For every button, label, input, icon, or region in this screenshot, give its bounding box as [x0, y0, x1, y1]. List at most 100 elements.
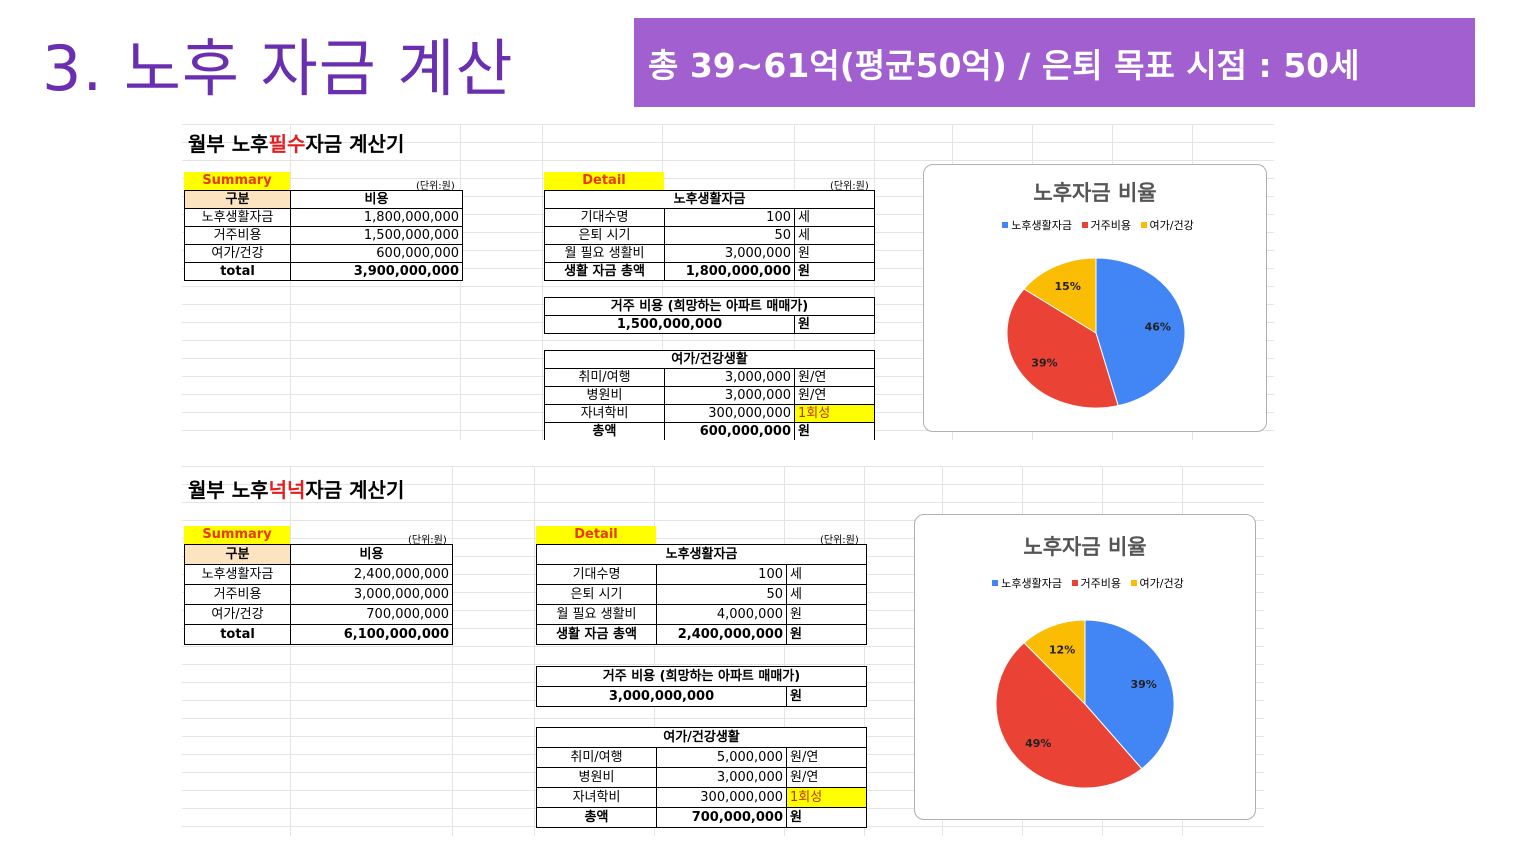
pie-slice — [1023, 619, 1086, 706]
living-cell: 생활 자금 총액 — [536, 624, 657, 645]
leisure-cell: 300,000,000 — [664, 404, 795, 423]
leisure-cell: 원/연 — [794, 368, 875, 387]
summary-label: Summary — [184, 526, 290, 544]
living-cell: 3,000,000 — [664, 244, 795, 263]
summary-cell: 거주비용 — [184, 226, 291, 245]
chart-legend: 노후생활자금 거주비용 여가/건강 — [915, 575, 1255, 591]
housing-value: 1,500,000,000 — [544, 315, 795, 334]
summary-unit: (단위:원) — [408, 535, 447, 546]
pie-slice — [1084, 619, 1175, 770]
living-cell: 4,000,000 — [656, 604, 787, 625]
living-cell: 기대수명 — [544, 208, 665, 227]
detail-unit: (단위:원) — [820, 535, 859, 546]
leisure-header: 여가/건강생활 — [544, 350, 875, 369]
living-table: 노후생활자금 기대수명 100 세 은퇴 시기 50 세 월 필요 생활비 4,000,0… — [536, 544, 867, 645]
leisure-cell: 700,000,000 — [656, 807, 787, 828]
pie-svg: 39% 49% 12% — [995, 619, 1175, 789]
living-cell: 세 — [794, 226, 875, 245]
summary-header-cost: 비용 — [290, 544, 453, 565]
spreadsheet-essential: 월부 노후필수자금 계산기 Summary (단위:원) 구분 비용 노후생활자금… — [182, 124, 1274, 440]
leisure-cell: 600,000,000 — [664, 422, 795, 440]
detail-unit: (단위:원) — [830, 181, 869, 192]
summary-cell: 거주비용 — [184, 584, 291, 605]
living-table: 노후생활자금 기대수명 100 세 은퇴 시기 50 세 월 필요 생활비 3,000,0… — [544, 190, 875, 281]
chart-title: 노후자금 비율 — [1023, 535, 1147, 559]
leisure-table: 여가/건강생활 취미/여행 5,000,000 원/연 병원비 3,000,000 원/… — [536, 727, 867, 828]
leisure-header: 여가/건강생활 — [536, 727, 867, 748]
legend-swatch — [1081, 222, 1088, 228]
sheet-title-post: 자금 계산기 — [305, 132, 405, 156]
living-header: 노후생활자금 — [536, 544, 867, 565]
housing-header: 거주 비용 (희망하는 아파트 매매가) — [536, 666, 867, 687]
leisure-cell: 1회성 — [786, 787, 867, 808]
living-cell: 생활 자금 총액 — [544, 262, 665, 281]
pie-slice — [1006, 288, 1119, 409]
leisure-cell: 3,000,000 — [664, 386, 795, 405]
living-cell: 월 필요 생활비 — [544, 244, 665, 263]
pie-data-label: 46% — [1145, 320, 1171, 333]
summary-cell: 700,000,000 — [290, 604, 453, 625]
living-header: 노후생활자금 — [544, 190, 875, 209]
sheet-title-pre: 월부 노후 — [188, 132, 269, 156]
leisure-cell: 원/연 — [794, 386, 875, 405]
pie-data-label: 39% — [1031, 357, 1057, 370]
living-cell: 원 — [786, 624, 867, 645]
summary-cell: 노후생활자금 — [184, 208, 291, 227]
leisure-cell: 1회성 — [794, 404, 875, 423]
living-cell: 세 — [786, 584, 867, 605]
living-cell: 2,400,000,000 — [656, 624, 787, 645]
living-cell: 50 — [656, 584, 787, 605]
summary-cell: 여가/건강 — [184, 244, 291, 263]
pie-data-label: 49% — [1025, 737, 1051, 750]
housing-unit: 원 — [794, 315, 875, 334]
leisure-cell: 총액 — [544, 422, 665, 440]
summary-table: 구분 비용 노후생활자금 1,800,000,000 거주비용 1,500,000,0… — [184, 190, 463, 281]
legend-item: 거주비용 — [1080, 577, 1122, 590]
sheet-title-highlight: 넉넉 — [268, 478, 306, 502]
housing-table: 거주 비용 (희망하는 아파트 매매가) 1,500,000,000 원 — [544, 297, 875, 334]
sheet-title-post: 자금 계산기 — [305, 478, 405, 502]
summary-cell: 노후생활자금 — [184, 564, 291, 585]
summary-total-label: total — [184, 262, 291, 281]
leisure-cell: 원/연 — [786, 767, 867, 788]
summary-cell: 여가/건강 — [184, 604, 291, 625]
living-cell: 원 — [786, 604, 867, 625]
living-cell: 1,800,000,000 — [664, 262, 795, 281]
summary-cell: 1,800,000,000 — [290, 208, 463, 227]
leisure-cell: 원 — [786, 807, 867, 828]
pie-data-label: 12% — [1049, 643, 1075, 656]
housing-header: 거주 비용 (희망하는 아파트 매매가) — [544, 297, 875, 316]
leisure-cell: 자녀학비 — [536, 787, 657, 808]
leisure-cell: 300,000,000 — [656, 787, 787, 808]
leisure-cell: 3,000,000 — [664, 368, 795, 387]
summary-cell: 2,400,000,000 — [290, 564, 453, 585]
summary-table: 구분 비용 노후생활자금 2,400,000,000 거주비용 3,000,000,0… — [184, 544, 453, 645]
leisure-cell: 5,000,000 — [656, 747, 787, 768]
housing-unit: 원 — [786, 686, 867, 707]
living-cell: 100 — [664, 208, 795, 227]
legend-item: 거주비용 — [1090, 219, 1132, 232]
leisure-cell: 원 — [794, 422, 875, 440]
summary-cell: 1,500,000,000 — [290, 226, 463, 245]
pie-data-label: 39% — [1130, 678, 1156, 691]
leisure-cell: 원/연 — [786, 747, 867, 768]
leisure-cell: 총액 — [536, 807, 657, 828]
pie-chart-generous: 노후자금 비율 노후생활자금 거주비용 여가/건강 39% 49% 12% — [914, 514, 1256, 820]
legend-swatch — [1071, 580, 1078, 586]
housing-value: 3,000,000,000 — [536, 686, 787, 707]
banner-text: 총 39~61억(평균50억) / 은퇴 목표 시점 : 50세 — [648, 45, 1360, 85]
pie-slice — [995, 642, 1143, 789]
pie-svg: 46% 39% 15% — [1006, 257, 1186, 409]
detail-label: Detail — [536, 526, 656, 544]
summary-header-category: 구분 — [184, 544, 291, 565]
summary-cell: 600,000,000 — [290, 244, 463, 263]
living-cell: 100 — [656, 564, 787, 585]
chart-title: 노후자금 비율 — [1033, 181, 1157, 205]
legend-item: 노후생활자금 — [1011, 219, 1073, 232]
leisure-table: 여가/건강생활 취미/여행 3,000,000 원/연 병원비 3,000,000 원/… — [544, 350, 875, 440]
slide-title: 3. 노후 자금 계산 — [42, 32, 514, 105]
chart-legend: 노후생활자금 거주비용 여가/건강 — [924, 217, 1266, 233]
legend-swatch — [1002, 222, 1009, 228]
pie-data-label: 15% — [1055, 280, 1081, 293]
pie-slice — [1023, 257, 1097, 334]
